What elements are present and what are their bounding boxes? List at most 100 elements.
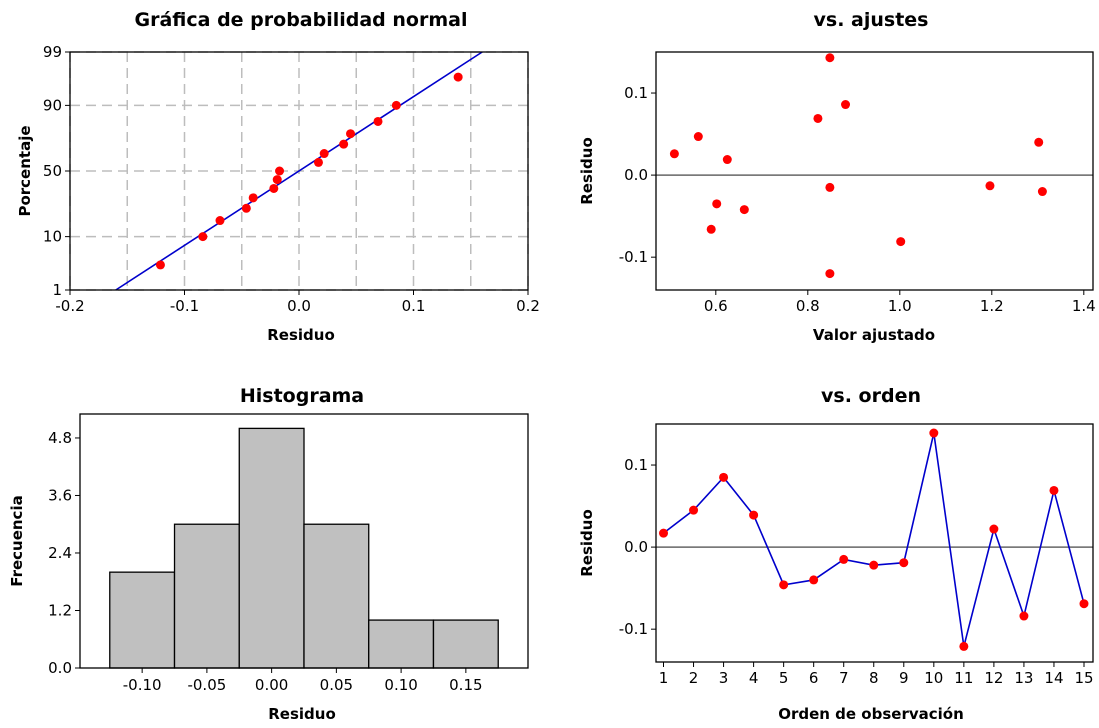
x-axis-label: Residuo: [267, 326, 335, 344]
x-tick-label: 10: [924, 669, 943, 687]
plot-frame: [655, 51, 1094, 291]
chart-title: Histograma: [240, 385, 364, 407]
x-tick-label: 8: [869, 669, 879, 687]
x-tick-label: 13: [1014, 669, 1033, 687]
x-tick-label: 0.10: [384, 676, 417, 694]
y-axis-label: Porcentaje: [16, 125, 34, 216]
x-tick-label: -0.05: [187, 676, 226, 694]
normal-probability-panel: Gráfica de probabilidad normal Residuo Por…: [16, 9, 540, 344]
y-tick-label: 10: [43, 228, 62, 246]
x-tick-label: 9: [899, 669, 909, 687]
chart-title: vs. orden: [821, 385, 921, 407]
histogram-bar: [303, 523, 370, 669]
x-tick-label: 0.8: [796, 297, 820, 315]
x-tick-label: 6: [809, 669, 819, 687]
data-point: [825, 53, 835, 63]
x-tick-label: 0.05: [320, 676, 353, 694]
data-point: [155, 260, 165, 270]
x-tick-label: 3: [719, 669, 729, 687]
plot-frame: [79, 413, 529, 669]
data-point: [669, 149, 679, 159]
y-tick-label: 4.8: [48, 429, 72, 447]
data-point: [373, 116, 383, 126]
data-point: [813, 113, 823, 123]
chart-title: Gráfica de probabilidad normal: [135, 9, 468, 31]
histogram-bar: [109, 571, 176, 669]
x-tick-label: -0.10: [123, 676, 162, 694]
y-axis-label: Frecuencia: [8, 495, 26, 586]
data-point: [896, 237, 906, 247]
data-point: [1037, 187, 1047, 197]
histogram-bar: [173, 523, 240, 669]
data-point: [346, 129, 356, 139]
x-tick-label: 0.1: [402, 297, 426, 315]
data-point: [1079, 599, 1089, 609]
x-tick-label: 14: [1044, 669, 1063, 687]
data-point: [319, 149, 329, 159]
histogram-panel: Histograma Residuo Frecuencia -0.10 -0.05 0.0…: [8, 385, 529, 723]
y-tick-label: 0.1: [624, 84, 648, 102]
plot-frame: [655, 423, 1094, 663]
data-point: [809, 575, 819, 585]
data-point: [215, 216, 225, 226]
x-tick-label: 1: [659, 669, 669, 687]
y-tick-label: 90: [43, 96, 62, 114]
data-point: [825, 182, 835, 192]
data-point: [899, 558, 909, 568]
x-axis-label: Orden de observación: [778, 705, 964, 723]
y-tick-label: 0.0: [624, 166, 648, 184]
x-tick-label: 1.2: [980, 297, 1004, 315]
x-axis-label: Valor ajustado: [813, 326, 935, 344]
x-tick-label: 1.0: [888, 297, 912, 315]
x-tick-label: 12: [984, 669, 1003, 687]
data-point: [989, 524, 999, 534]
data-point: [693, 132, 703, 142]
data-point: [959, 641, 969, 651]
data-point: [659, 528, 669, 538]
y-tick-label: 99: [43, 43, 62, 61]
data-point: [1019, 611, 1029, 621]
y-axis-label: Residuo: [578, 137, 596, 205]
data-point: [453, 72, 463, 82]
x-tick-label: 4: [749, 669, 759, 687]
data-point: [739, 205, 749, 215]
y-tick-label: 1: [52, 281, 62, 299]
histogram-bar: [368, 619, 435, 669]
y-tick-label: 2.4: [48, 544, 72, 562]
y-tick-label: 0.0: [48, 659, 72, 677]
data-point: [722, 155, 732, 165]
y-tick-label: 3.6: [48, 486, 72, 504]
x-tick-label: 5: [779, 669, 789, 687]
vs-fits-panel: vs. ajustes Valor ajustado Residuo 0.6 0.8 1.…: [578, 9, 1096, 344]
data-point: [248, 193, 258, 203]
data-point: [841, 100, 851, 110]
data-point: [198, 232, 208, 242]
y-tick-label: 1.2: [48, 601, 72, 619]
x-tick-label: 0.6: [704, 297, 728, 315]
chart-title: vs. ajustes: [814, 9, 929, 31]
data-point: [779, 580, 789, 590]
data-point: [825, 269, 835, 279]
vs-order-panel: vs. orden Orden de observación Residuo 1 2 3 4…: [578, 385, 1094, 723]
histogram-bar: [238, 427, 305, 669]
data-point: [1049, 485, 1059, 495]
data-point: [1034, 137, 1044, 147]
y-tick-label: -0.1: [619, 248, 648, 266]
data-point: [269, 183, 279, 193]
x-tick-label: 1.4: [1072, 297, 1096, 315]
data-point: [241, 203, 251, 213]
data-point: [712, 199, 722, 209]
x-tick-label: 0.00: [255, 676, 288, 694]
x-tick-label: 0.15: [449, 676, 482, 694]
x-tick-label: -0.2: [55, 297, 84, 315]
data-point: [272, 175, 282, 185]
data-point: [339, 139, 349, 149]
y-tick-label: 50: [43, 162, 62, 180]
y-axis-label: Residuo: [578, 509, 596, 577]
data-point: [313, 157, 323, 167]
data-point: [839, 554, 849, 564]
data-point: [275, 166, 285, 176]
data-point: [689, 505, 699, 515]
y-tick-label: 0.1: [624, 456, 648, 474]
